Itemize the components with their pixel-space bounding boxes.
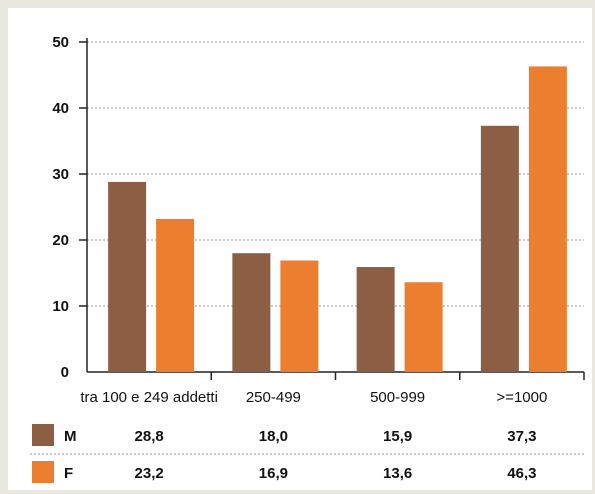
legend-swatch-m [32,424,54,446]
y-tick-label: 0 [61,364,69,381]
bar-f-1 [280,260,319,372]
table-value-m: 37,3 [507,428,536,445]
y-tick-label: 10 [52,298,69,315]
bar-m-0 [108,181,147,372]
bar-f-0 [156,218,195,372]
category-label: >=1000 [496,389,547,406]
y-tick-label: 40 [52,100,69,117]
table-value-f: 46,3 [507,465,536,482]
chart-frame: 0 10 20 30 40 50 tra 100 e 249 addetti 250-499 5… [8,8,592,490]
bar-m-2 [356,267,395,372]
legend-label-f: F [64,465,73,482]
y-tick-label: 20 [52,232,69,249]
legend-label-m: M [64,428,77,445]
table-value-m: 18,0 [259,428,288,445]
category-label: 250-499 [246,389,301,406]
bar-f-2 [404,282,443,372]
table-value-m: 15,9 [383,428,412,445]
y-tick-label: 30 [52,166,69,183]
bar-chart: 0 10 20 30 40 50 tra 100 e 249 addetti 250-499 5… [30,34,585,483]
table-value-f: 16,9 [259,465,288,482]
bar-m-3 [480,125,519,372]
table-value-f: 23,2 [135,465,164,482]
legend-swatch-f [32,461,54,483]
bar-m-1 [232,253,271,372]
category-label: 500-999 [370,389,425,406]
y-tick-label: 50 [52,34,69,51]
category-label: tra 100 e 249 addetti [80,389,218,406]
table-value-m: 28,8 [135,428,164,445]
table-value-f: 13,6 [383,465,412,482]
bar-f-3 [528,66,567,373]
